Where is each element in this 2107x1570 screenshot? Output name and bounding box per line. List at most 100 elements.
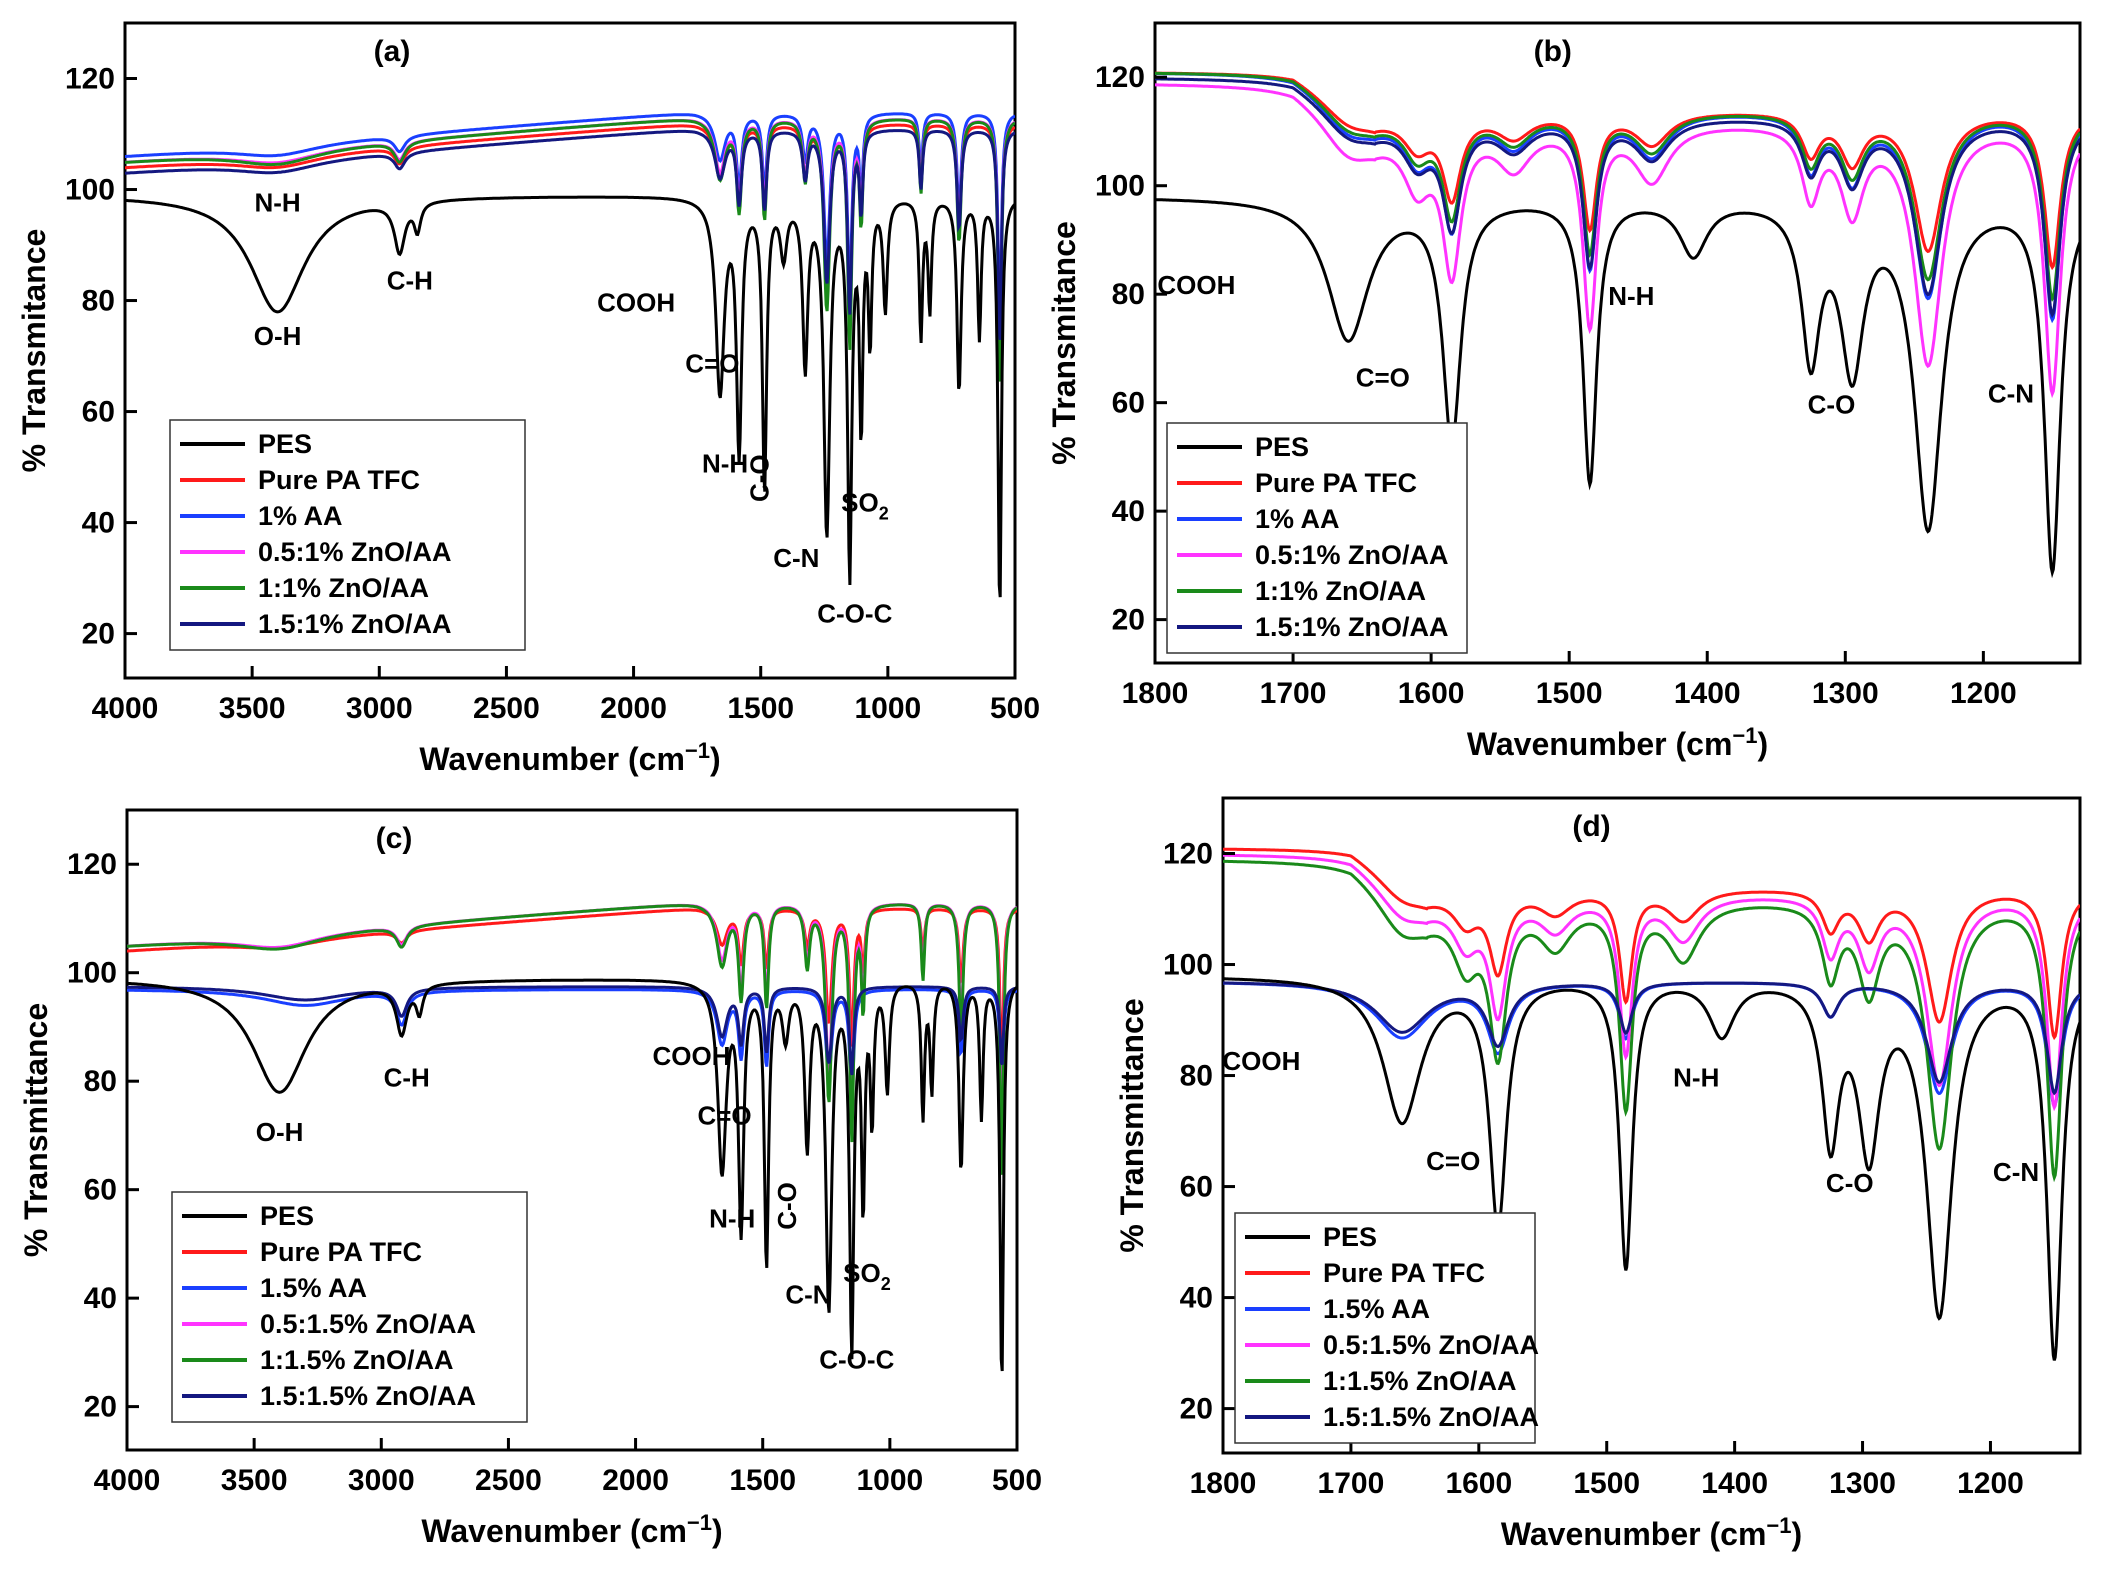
legend-label: 1.5:1.5% ZnO/AA <box>1323 1402 1539 1432</box>
series-line-1-5-1-5-zno-aa <box>127 985 1017 1076</box>
chart-panel-1: 1800 1700 1600 1500 1400 1300 1200 20 40 60 80 100 1… <box>1046 21 2082 762</box>
annotation-label: O-H <box>254 321 302 351</box>
x-tick-label: 1200 <box>1950 677 2017 710</box>
y-tick-label: 20 <box>82 618 115 651</box>
series-line-pure-pa-tfc <box>1155 71 2080 271</box>
legend-label: 1:1.5% ZnO/AA <box>1323 1366 1517 1396</box>
panel-tag: (d) <box>1572 810 1610 843</box>
y-axis-title: % Transmitance <box>16 229 52 473</box>
y-tick-label: 120 <box>65 63 115 96</box>
panel-tag: (c) <box>376 822 413 855</box>
x-tick-label: 1500 <box>1536 677 1603 710</box>
x-axis-title: Wavenumber (cm−1) <box>419 738 720 777</box>
annotation-label: C-O-C <box>819 1345 894 1375</box>
legend-label: 0.5:1.5% ZnO/AA <box>260 1309 476 1339</box>
annotation-label: COOH <box>597 288 675 318</box>
series-line-1-1-zno-aa <box>1155 71 2080 302</box>
legend-label: PES <box>1255 432 1309 462</box>
x-tick-label: 500 <box>990 692 1040 725</box>
legend-label: 0.5:1% ZnO/AA <box>258 537 452 567</box>
x-tick-label: 3000 <box>348 1464 415 1497</box>
y-axis-title: % Transmittance <box>1114 998 1150 1252</box>
chart-panel-0: 4000 3500 3000 2500 2000 1500 1000 500 20 40 60 80 1… <box>16 21 1040 777</box>
series-line-1-5-1-zno-aa <box>1155 77 2080 319</box>
annotation-label: C-O <box>744 454 774 502</box>
annotation-label: O-H <box>256 1117 304 1147</box>
annotation-label: C-N <box>773 543 819 573</box>
y-tick-label: 100 <box>1163 949 1213 982</box>
y-tick-label: 120 <box>67 848 117 881</box>
x-tick-label: 2500 <box>475 1464 542 1497</box>
y-tick-label: 20 <box>84 1391 117 1424</box>
legend-label: Pure PA TFC <box>1255 468 1417 498</box>
y-tick-label: 20 <box>1112 604 1145 637</box>
y-axis-title: % Transmitance <box>1046 221 1082 465</box>
chart-panel-2: 4000 3500 3000 2500 2000 1500 1000 500 20 40 60 80 1… <box>18 808 1042 1549</box>
legend-label: PES <box>260 1201 314 1231</box>
legend-label: 0.5:1% ZnO/AA <box>1255 540 1449 570</box>
series-line-pure-pa-tfc <box>1223 847 2080 1041</box>
series-line-1-aa <box>125 112 1015 318</box>
legend-box <box>171 1191 528 1423</box>
x-tick-label: 500 <box>992 1464 1042 1497</box>
series-line-pes <box>127 978 1017 1372</box>
x-tick-label: 1800 <box>1190 1467 1257 1500</box>
legend-box <box>1234 1212 1536 1444</box>
annotation-label: C=O <box>697 1101 751 1131</box>
legend-label: 1:1% ZnO/AA <box>258 573 429 603</box>
y-tick-label: 80 <box>84 1065 117 1098</box>
x-tick-label: 1400 <box>1674 677 1741 710</box>
panel-tag: (b) <box>1534 35 1572 68</box>
annotation-label: N-H <box>1608 281 1654 311</box>
x-tick-label: 1500 <box>729 1464 796 1497</box>
x-tick-label: 1400 <box>1701 1467 1768 1500</box>
series-line-1-5-aa <box>127 988 1017 1100</box>
y-tick-label: 60 <box>1180 1171 1213 1204</box>
x-tick-label: 1600 <box>1445 1467 1512 1500</box>
x-tick-label: 1700 <box>1260 677 1327 710</box>
y-tick-label: 60 <box>82 396 115 429</box>
x-tick-label: 3500 <box>219 692 286 725</box>
y-tick-label: 40 <box>1180 1282 1213 1315</box>
annotation-label: C-O-C <box>817 598 892 628</box>
x-tick-label: 2000 <box>602 1464 669 1497</box>
legend-label: 1:1% ZnO/AA <box>1255 576 1426 606</box>
y-tick-label: 40 <box>84 1282 117 1315</box>
series-line-1-1-5-zno-aa <box>127 903 1017 1175</box>
series-line-1-1-5-zno-aa <box>1223 859 2080 1183</box>
legend-label: PES <box>1323 1222 1377 1252</box>
series-line-1-5-1-zno-aa <box>125 129 1015 341</box>
y-tick-label: 120 <box>1095 61 1145 94</box>
annotation-label: C-N <box>785 1280 831 1310</box>
annotation-label: COOH <box>653 1041 731 1071</box>
x-tick-label: 1200 <box>1957 1467 2024 1500</box>
y-tick-label: 80 <box>1112 278 1145 311</box>
series-line-pes <box>1223 977 2080 1361</box>
series-line-pes <box>125 195 1015 598</box>
annotation-label: COOH <box>1222 1046 1300 1076</box>
y-tick-label: 100 <box>67 957 117 990</box>
annotation-label: C-H <box>384 1063 430 1093</box>
annotation-label: C=O <box>685 349 739 379</box>
y-axis-title: % Transmittance <box>18 1003 54 1257</box>
legend-label: 1% AA <box>258 501 343 531</box>
annotation-label: N-H <box>702 449 748 479</box>
x-tick-label: 1000 <box>854 692 921 725</box>
annotation-label: N-H <box>254 188 300 218</box>
legend-label: 1.5:1% ZnO/AA <box>1255 612 1449 642</box>
x-tick-label: 4000 <box>94 1464 161 1497</box>
annotation-label: C-O <box>772 1182 802 1230</box>
annotation-label: N-H <box>709 1204 755 1234</box>
legend-label: PES <box>258 429 312 459</box>
legend-label: Pure PA TFC <box>258 465 420 495</box>
annotation-label: C-N <box>1988 379 2034 409</box>
x-tick-label: 1300 <box>1829 1467 1896 1500</box>
y-tick-label: 40 <box>1112 495 1145 528</box>
annotation-label: C=O <box>1426 1146 1480 1176</box>
legend-label: 1.5:1.5% ZnO/AA <box>260 1381 476 1411</box>
legend-label: Pure PA TFC <box>260 1237 422 1267</box>
annotation-label: C=O <box>1356 362 1410 392</box>
legend-label: 1:1.5% ZnO/AA <box>260 1345 454 1375</box>
series-line-pes <box>1155 198 2080 579</box>
